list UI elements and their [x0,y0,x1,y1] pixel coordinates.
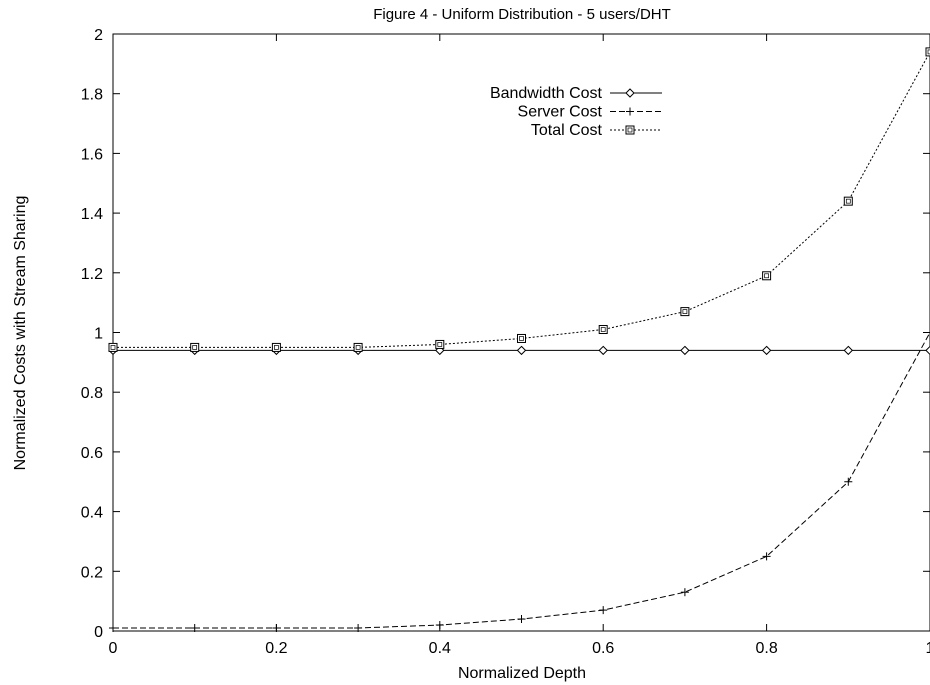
marker-square-outer [625,125,635,135]
marker-square-outer [435,339,445,349]
legend-marker-square [625,125,635,135]
series-layer [108,47,930,633]
data-point-square [598,325,608,335]
data-point-square [680,307,690,317]
marker-square-outer [843,196,853,206]
data-point-square [925,47,930,57]
data-point-plus [354,624,363,633]
legend-label: Server Cost [518,104,603,121]
data-point-plus [680,588,689,597]
marker-square-outer [680,307,690,317]
data-point-square [353,342,363,352]
marker-square-outer [271,342,281,352]
data-point-square [271,342,281,352]
data-point-diamond [516,345,527,356]
y-tick-label: 1.4 [81,206,103,223]
marker-square-outer [190,342,200,352]
data-point-plus [517,615,526,624]
data-point-square [843,196,853,206]
series-server-cost [109,328,930,633]
x-tick-label: 0.2 [265,640,287,657]
marker-square-inner [519,336,524,341]
series-total-cost [108,47,930,352]
y-tick-label: 0.8 [81,385,103,402]
y-tick-label: 0.2 [81,564,103,581]
data-point-plus [109,624,117,633]
data-point-plus [599,606,608,615]
x-tick-label: 1 [926,640,930,657]
marker-square-inner [627,127,633,133]
data-point-square [108,342,118,352]
y-axis-label: Normalized Costs with Stream Sharing [12,196,29,471]
legend-label: Bandwidth Cost [490,85,603,102]
x-tick-label: 0.6 [592,640,614,657]
marker-square-outer [762,271,772,281]
data-point-square [190,342,200,352]
y-tick-label: 2 [94,27,103,44]
chart-title: Figure 4 - Uniform Distribution - 5 user… [373,6,671,23]
series-line [113,332,930,629]
y-tick-label: 0 [94,624,103,641]
data-point-square [435,339,445,349]
marker-square-inner [600,327,606,332]
plot-frame [112,33,930,632]
series-bandwidth-cost [108,345,930,356]
y-tick-label: 1.2 [81,266,103,283]
x-axis-label: Normalized Depth [458,665,586,682]
marker-square-inner [192,345,198,350]
data-point-plus [272,624,281,633]
data-point-square [762,271,772,281]
data-point-diamond [843,345,854,356]
y-tick-label: 1.8 [81,87,103,104]
marker-square-outer [108,342,118,352]
legend-marker-plus [626,107,634,116]
y-tick-label: 0.4 [81,505,103,522]
data-point-diamond [680,345,690,356]
data-point-diamond [925,345,930,356]
data-point-plus [435,621,444,630]
marker-square-outer [517,333,526,343]
x-tick-label: 0.8 [755,640,777,657]
y-tick-label: 1 [94,326,103,343]
marker-square-inner [110,345,116,350]
marker-square-inner [274,345,279,350]
data-point-plus [926,328,930,337]
x-tick-label: 0 [109,640,118,657]
legend-label: Total Cost [531,122,603,139]
marker-square-inner [682,309,688,314]
x-tick-label: 0.4 [429,640,451,657]
marker-square-inner [437,342,443,347]
marker-square-inner [845,198,851,204]
data-point-diamond [761,345,772,356]
marker-square-inner [355,345,361,350]
marker-square-inner [927,49,930,55]
marker-square-inner [764,273,769,279]
y-tick-label: 1.6 [81,146,103,163]
marker-square-outer [598,325,608,335]
data-point-plus [190,624,199,633]
legend-marker-diamond [625,88,635,98]
data-point-plus [762,552,771,561]
axis-ticks: 0 0.2 0.4 0.6 0.8 1 1.2 1.4 1.6 1.8 2 0 0.2 0.4 0.6 0.8… [81,27,930,657]
data-point-plus [844,477,853,486]
data-point-square [517,333,526,343]
marker-square-outer [353,342,363,352]
data-point-diamond [598,345,608,356]
y-tick-label: 0.6 [81,445,103,462]
